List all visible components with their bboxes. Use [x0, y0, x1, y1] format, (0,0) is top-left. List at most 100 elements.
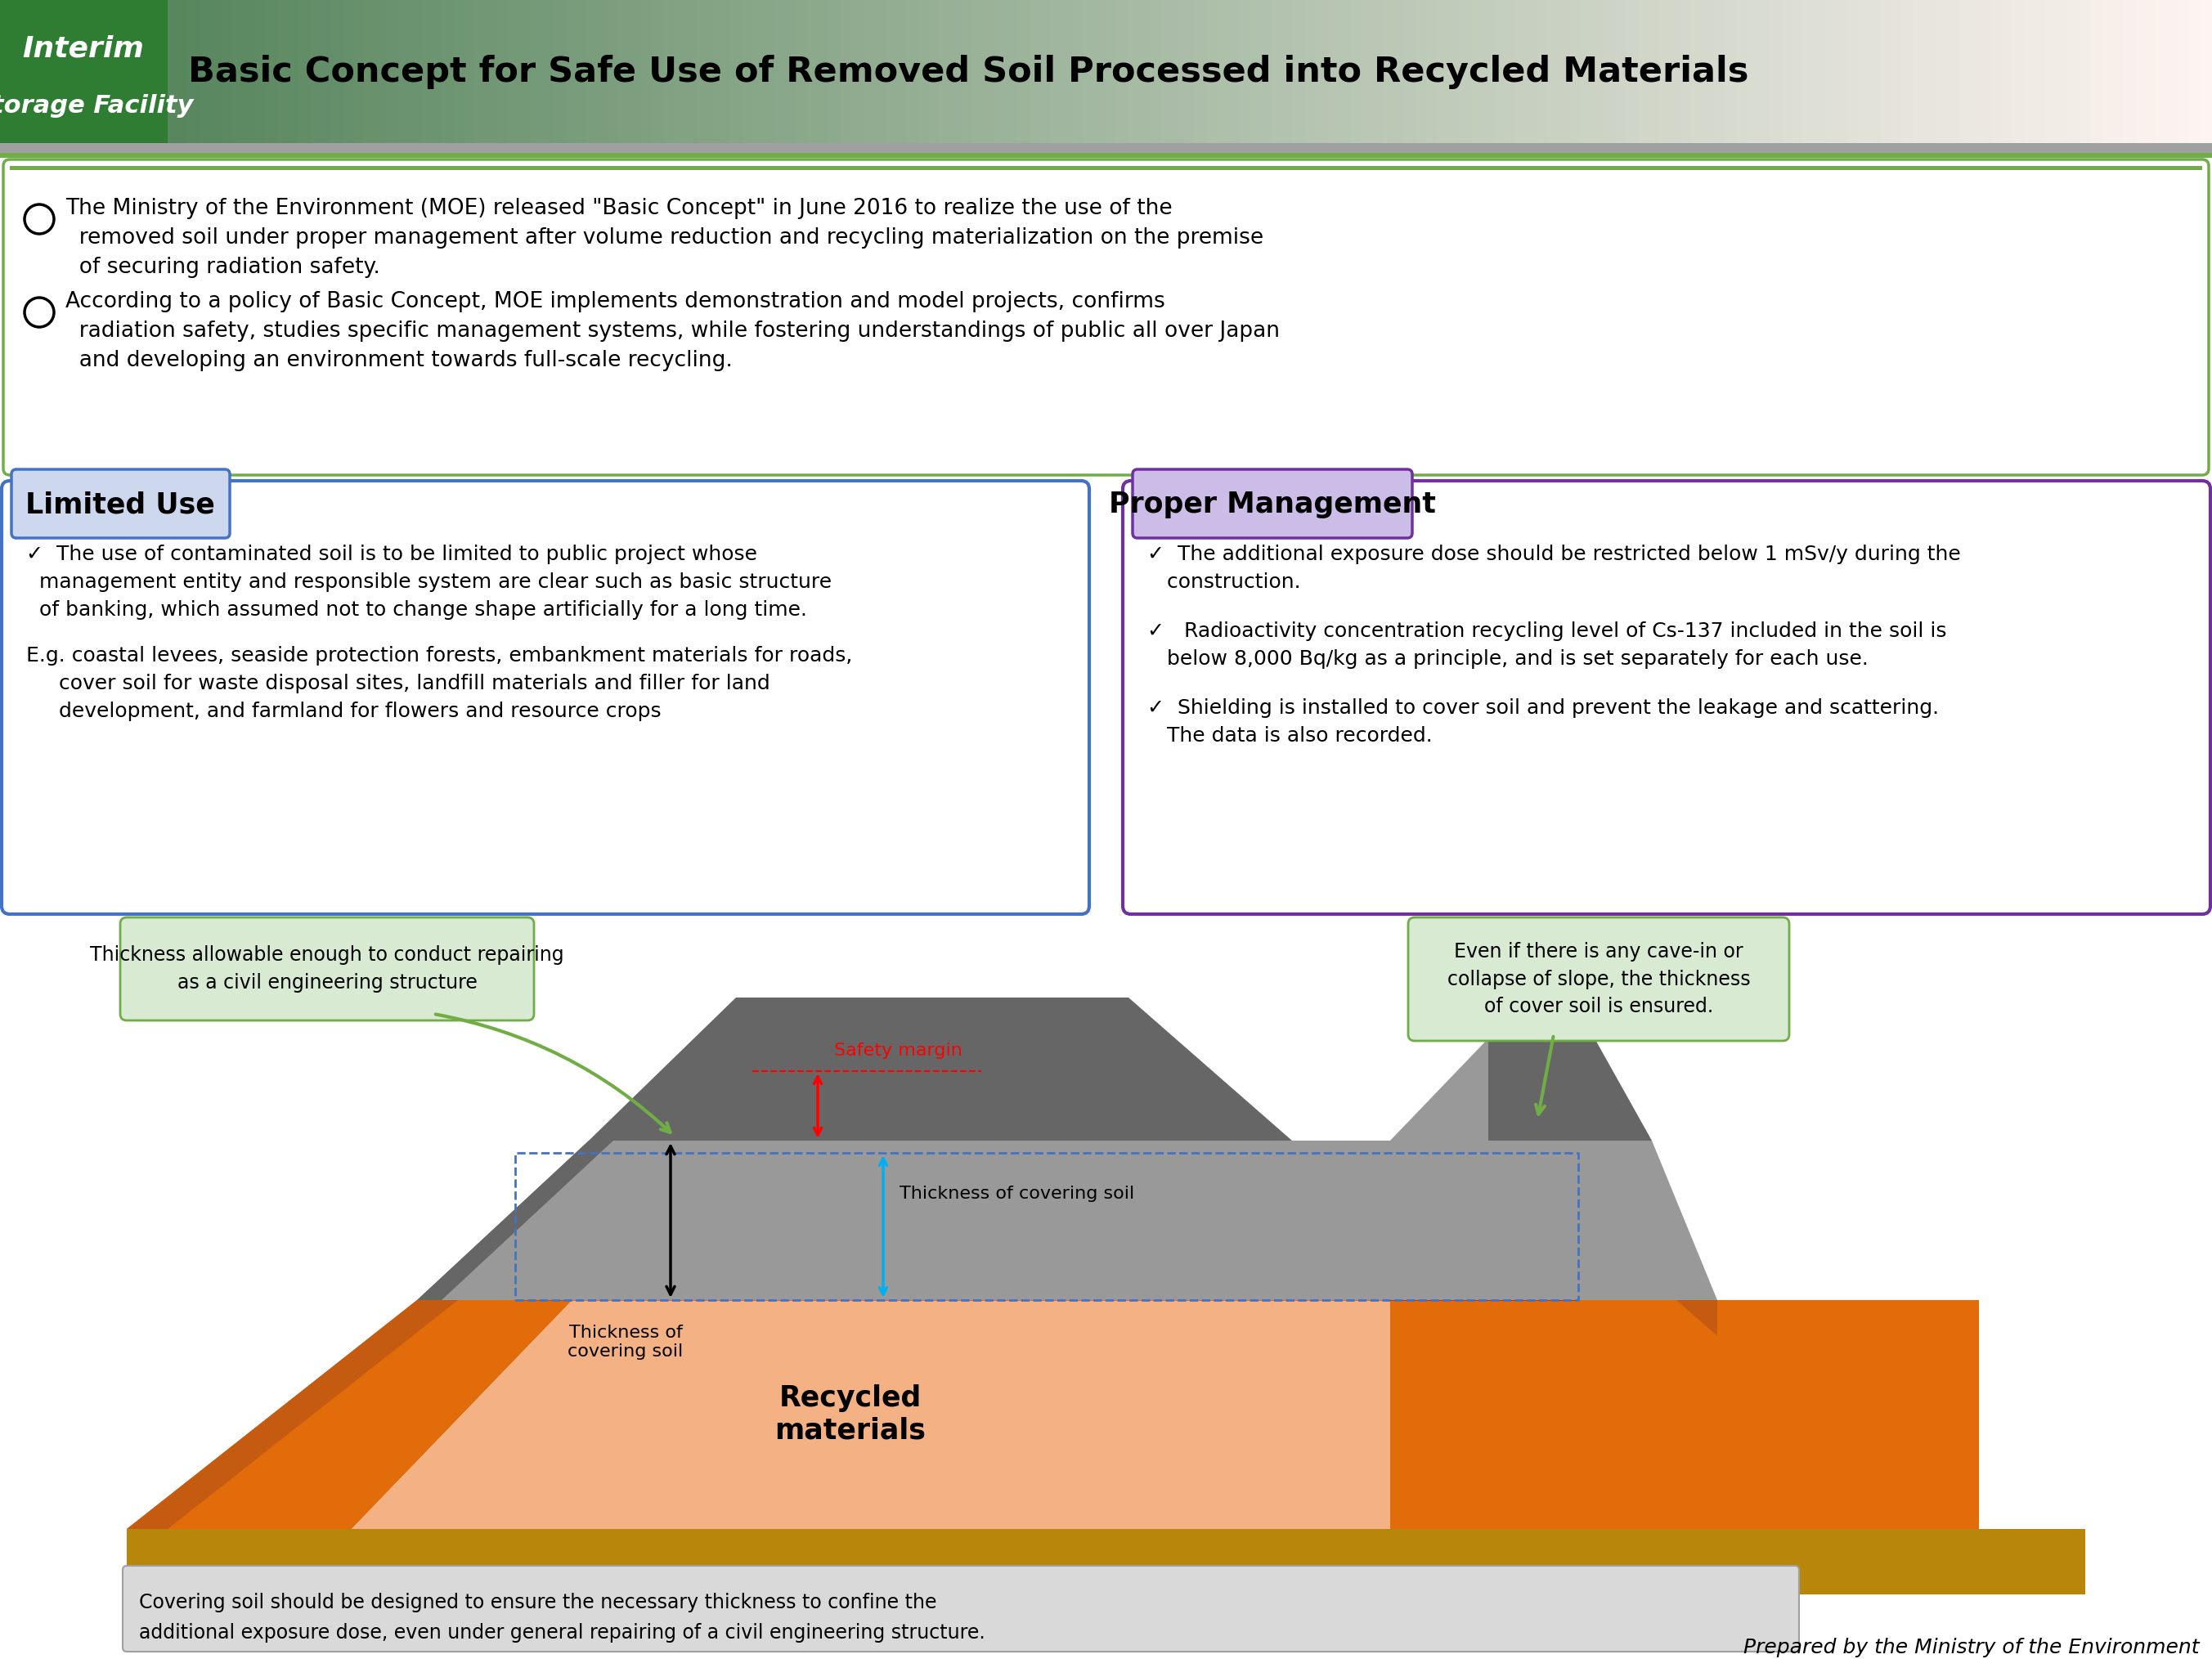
- Bar: [664, 0, 675, 143]
- Bar: [1781, 0, 1792, 143]
- Bar: [575, 0, 586, 143]
- Polygon shape: [418, 1141, 1389, 1301]
- Bar: [841, 0, 852, 143]
- Bar: [1117, 0, 1128, 143]
- Bar: [199, 0, 210, 143]
- Text: below 8,000 Bq/kg as a principle, and is set separately for each use.: below 8,000 Bq/kg as a principle, and is…: [1148, 649, 1869, 669]
- Bar: [1582, 0, 1593, 143]
- Bar: [1283, 0, 1294, 143]
- Bar: [1438, 0, 1449, 143]
- Bar: [1991, 0, 2002, 143]
- Bar: [0, 153, 2212, 158]
- Bar: [1206, 0, 1217, 143]
- Bar: [2024, 0, 2035, 143]
- Bar: [431, 0, 442, 143]
- FancyBboxPatch shape: [1409, 917, 1790, 1040]
- FancyBboxPatch shape: [2, 481, 1088, 914]
- Bar: [1880, 0, 1891, 143]
- Polygon shape: [1292, 1141, 1389, 1301]
- Polygon shape: [418, 1141, 613, 1301]
- Bar: [420, 0, 431, 143]
- Bar: [1006, 0, 1018, 143]
- Bar: [1427, 0, 1438, 143]
- Bar: [1029, 0, 1040, 143]
- Bar: [675, 0, 686, 143]
- Polygon shape: [1389, 1153, 1577, 1301]
- Polygon shape: [588, 997, 1292, 1141]
- Bar: [1902, 0, 1913, 143]
- Text: E.g. coastal levees, seaside protection forests, embankment materials for roads,: E.g. coastal levees, seaside protection …: [27, 645, 852, 665]
- Text: development, and farmland for flowers and resource crops: development, and farmland for flowers an…: [27, 702, 661, 722]
- Bar: [951, 0, 962, 143]
- Bar: [2101, 0, 2112, 143]
- Bar: [2079, 0, 2090, 143]
- Bar: [1095, 0, 1106, 143]
- Text: Safety margin: Safety margin: [834, 1042, 962, 1058]
- Bar: [2190, 0, 2201, 143]
- Bar: [122, 0, 133, 143]
- Bar: [929, 0, 940, 143]
- Bar: [973, 0, 984, 143]
- Bar: [1338, 0, 1349, 143]
- Bar: [2046, 0, 2057, 143]
- Bar: [1913, 0, 1924, 143]
- Bar: [907, 0, 918, 143]
- Bar: [1405, 0, 1416, 143]
- Bar: [1349, 0, 1360, 143]
- Bar: [1305, 0, 1316, 143]
- Bar: [0, 143, 2212, 153]
- Bar: [708, 0, 719, 143]
- Bar: [531, 0, 542, 143]
- Bar: [465, 0, 476, 143]
- Bar: [1604, 0, 1615, 143]
- Bar: [111, 0, 122, 143]
- Bar: [11, 0, 22, 143]
- Bar: [387, 0, 398, 143]
- Bar: [2201, 0, 2212, 143]
- FancyBboxPatch shape: [2, 159, 2210, 474]
- Bar: [321, 0, 332, 143]
- Bar: [44, 0, 55, 143]
- Bar: [166, 0, 177, 143]
- FancyBboxPatch shape: [1133, 469, 1411, 538]
- Bar: [1526, 0, 1537, 143]
- Text: Recycled
materials: Recycled materials: [774, 1385, 927, 1445]
- Bar: [1947, 0, 1958, 143]
- Bar: [962, 0, 973, 143]
- Bar: [1825, 0, 1836, 143]
- Bar: [885, 0, 896, 143]
- Bar: [542, 0, 553, 143]
- Bar: [232, 0, 243, 143]
- Bar: [0, 0, 168, 143]
- Bar: [2002, 0, 2013, 143]
- Bar: [1637, 0, 1648, 143]
- Bar: [1714, 0, 1725, 143]
- Text: ✓  The additional exposure dose should be restricted below 1 mSv/y during the: ✓ The additional exposure dose should be…: [1148, 544, 1960, 564]
- Text: The Ministry of the Environment (MOE) released "Basic Concept" in June 2016 to r: The Ministry of the Environment (MOE) re…: [66, 197, 1172, 219]
- Text: removed soil under proper management after volume reduction and recycling materi: removed soil under proper management aft…: [66, 227, 1263, 249]
- Bar: [1471, 0, 1482, 143]
- Text: radiation safety, studies specific management systems, while fostering understan: radiation safety, studies specific manag…: [66, 320, 1281, 342]
- Bar: [376, 0, 387, 143]
- Polygon shape: [1489, 1039, 1652, 1141]
- Bar: [874, 0, 885, 143]
- Bar: [243, 0, 254, 143]
- Bar: [896, 0, 907, 143]
- Text: ✓  The use of contaminated soil is to be limited to public project whose: ✓ The use of contaminated soil is to be …: [27, 544, 757, 564]
- Bar: [1615, 0, 1626, 143]
- Bar: [1770, 0, 1781, 143]
- Text: Covering soil should be designed to ensure the necessary thickness to confine th: Covering soil should be designed to ensu…: [139, 1593, 984, 1642]
- Bar: [310, 0, 321, 143]
- Bar: [2068, 0, 2079, 143]
- Bar: [2013, 0, 2024, 143]
- Bar: [254, 0, 265, 143]
- Bar: [1493, 0, 1504, 143]
- Bar: [100, 0, 111, 143]
- Bar: [1482, 0, 1493, 143]
- Text: Interim: Interim: [22, 35, 144, 63]
- Bar: [1692, 0, 1703, 143]
- Bar: [1858, 0, 1869, 143]
- Bar: [597, 0, 608, 143]
- Text: Basic Concept for Safe Use of Removed Soil Processed into Recycled Materials: Basic Concept for Safe Use of Removed So…: [188, 55, 1750, 90]
- Bar: [1836, 0, 1847, 143]
